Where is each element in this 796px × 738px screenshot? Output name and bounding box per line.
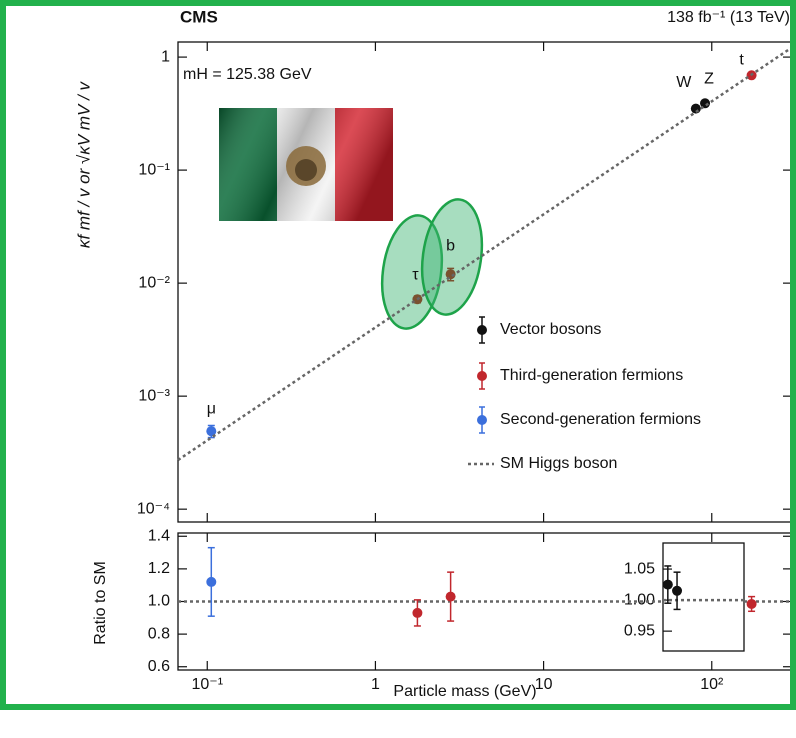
- point-label: W: [676, 74, 692, 91]
- data-point: [700, 98, 711, 109]
- point-label: μ: [207, 400, 216, 417]
- ratio-point: [672, 585, 683, 596]
- x-tick-label: 1: [371, 676, 380, 693]
- legend-label: Third-generation fermions: [500, 367, 683, 384]
- ratio-axis-label: Ratio to SM: [92, 561, 109, 645]
- ratio-tick-label: 1.4: [148, 527, 170, 544]
- ratio-tick-label: 1.0: [148, 593, 170, 610]
- x-tick-label: 10⁻¹: [191, 676, 223, 693]
- inset-frame: [662, 542, 745, 652]
- ratio-point: [206, 576, 217, 587]
- data-point: [690, 103, 701, 114]
- data-point: [206, 426, 217, 437]
- ratio-tick-label: 0.8: [148, 625, 170, 642]
- x-tick-label: 10: [535, 676, 553, 693]
- legend-marker: [477, 325, 487, 335]
- higgs-mass-label: mH = 125.38 GeV: [183, 66, 312, 83]
- x-tick-label: 10²: [700, 676, 724, 693]
- ratio-point: [445, 591, 456, 602]
- ratio-point: [412, 607, 423, 618]
- y-tick-label: 1: [161, 48, 170, 65]
- ratio-point: [662, 579, 673, 590]
- legend-label: SM Higgs boson: [500, 455, 617, 472]
- ratio-tick-label: 0.6: [148, 658, 170, 675]
- y-tick-label: 10⁻²: [138, 274, 170, 291]
- flag-image: [219, 108, 393, 221]
- experiment-label: CMS: [180, 7, 218, 26]
- inset-tick-label: 1.00: [624, 591, 655, 608]
- legend-marker: [477, 371, 487, 381]
- point-label: Z: [704, 71, 714, 88]
- legend-marker: [477, 415, 487, 425]
- inset-tick-label: 0.95: [624, 622, 655, 639]
- y-tick-label: 10⁻¹: [138, 161, 170, 178]
- border: [0, 0, 796, 710]
- ratio-point: [746, 598, 757, 609]
- inset-tick-label: 1.05: [624, 560, 655, 577]
- y-axis-label: κf mf / v or √κV mV / v: [74, 80, 93, 248]
- point-label: b: [446, 237, 455, 254]
- luminosity-label: 138 fb⁻¹ (13 TeV): [667, 9, 790, 26]
- legend-label: Vector bosons: [500, 321, 601, 338]
- point-label: t: [739, 52, 744, 69]
- y-tick-label: 10⁻³: [138, 387, 170, 404]
- y-tick-label: 10⁻⁴: [137, 500, 170, 517]
- point-label: τ: [412, 266, 419, 283]
- data-point: [445, 269, 456, 280]
- legend-label: Second-generation fermions: [500, 411, 701, 428]
- ratio-tick-label: 1.2: [148, 560, 170, 577]
- x-axis-label: Particle mass (GeV): [393, 683, 536, 700]
